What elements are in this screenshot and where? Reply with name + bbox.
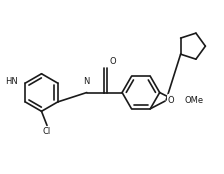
Text: O: O: [110, 57, 117, 66]
Text: HN: HN: [5, 77, 17, 86]
Text: O: O: [168, 96, 174, 105]
Text: N: N: [84, 77, 90, 86]
Text: OMe: OMe: [185, 96, 204, 105]
Text: Cl: Cl: [43, 127, 51, 136]
Text: O: O: [168, 94, 174, 104]
